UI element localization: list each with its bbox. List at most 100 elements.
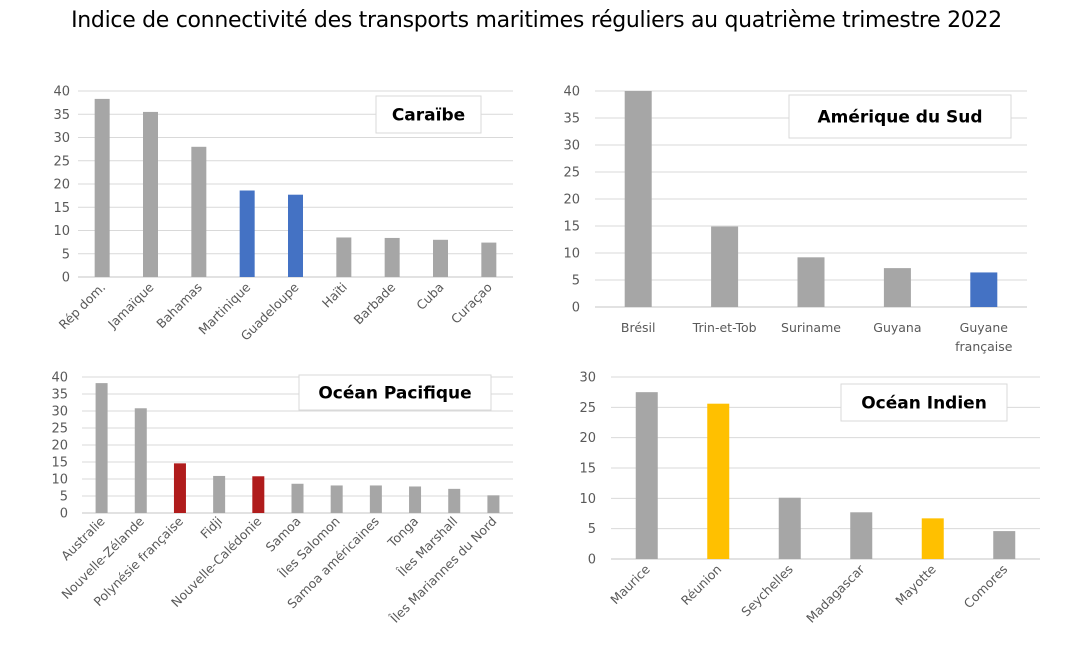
y-tick-label: 0 bbox=[572, 301, 580, 316]
bar-nouvelle-z-lande bbox=[134, 408, 147, 513]
bar-barbade bbox=[384, 237, 400, 277]
y-tick-label: 15 bbox=[51, 456, 68, 471]
x-tick-label: Jamaïque bbox=[104, 279, 157, 332]
x-tick-label: Suriname bbox=[781, 320, 841, 335]
y-tick-label: 5 bbox=[572, 274, 580, 289]
bar-r-union bbox=[707, 403, 730, 559]
x-tick-label: Barbade bbox=[350, 279, 398, 327]
bar-seychelles bbox=[778, 497, 801, 559]
x-tick-label-line: Guyana bbox=[873, 320, 921, 335]
y-tick-label: 5 bbox=[60, 490, 68, 505]
chart-title: Amérique du Sud bbox=[817, 108, 982, 128]
x-tick-label: Trin-et-Tob bbox=[692, 320, 757, 335]
bar-suriname bbox=[797, 257, 825, 307]
bar-samoa bbox=[291, 483, 304, 513]
y-tick-label: 20 bbox=[51, 439, 68, 454]
bar-australie bbox=[95, 383, 108, 513]
bar--les-salomon bbox=[330, 485, 343, 513]
chart-title: Océan Pacifique bbox=[318, 384, 471, 404]
bar-ha-ti bbox=[336, 237, 352, 277]
y-tick-label: 35 bbox=[51, 388, 68, 403]
title-box-frame bbox=[788, 94, 1012, 139]
chart-title-box: Amérique du Sud bbox=[788, 94, 1012, 139]
y-tick-label: 10 bbox=[563, 247, 580, 262]
y-tick-label: 20 bbox=[579, 431, 596, 446]
chart-title: Océan Indien bbox=[861, 394, 987, 414]
chart-title: Caraïbe bbox=[392, 106, 465, 126]
y-tick-label: 25 bbox=[51, 422, 68, 437]
y-tick-label: 0 bbox=[60, 507, 68, 522]
bar-polyn-sie-fran-aise bbox=[173, 463, 186, 513]
y-tick-label: 0 bbox=[588, 553, 596, 568]
x-tick-label: Curaçao bbox=[448, 280, 495, 327]
bar-maurice bbox=[635, 392, 658, 559]
bar--les-mariannes-du-nord bbox=[487, 495, 500, 513]
bar-cura-ao bbox=[481, 242, 497, 277]
x-tick-label: Guyane française bbox=[955, 320, 1013, 354]
bar-martinique bbox=[239, 190, 255, 277]
y-tick-label: 30 bbox=[51, 405, 68, 420]
x-tick-label-line: Trin-et-Tob bbox=[692, 320, 757, 335]
bar-trin-et-tob bbox=[711, 226, 739, 307]
y-tick-label: 25 bbox=[579, 401, 596, 416]
bar-comores bbox=[993, 531, 1016, 559]
y-tick-label: 20 bbox=[563, 193, 580, 208]
y-tick-label: 35 bbox=[53, 108, 70, 123]
bar-madagascar bbox=[850, 512, 873, 559]
bar-nouvelle-cal-donie bbox=[252, 476, 265, 513]
x-tick-label: Fidji bbox=[197, 514, 225, 542]
bar--les-marshall bbox=[448, 488, 461, 513]
chart-panel-4: 0 5 10 15 20 25 30 Océan Indien Maurice Réunion Se… bbox=[579, 371, 1040, 626]
y-tick-label: 15 bbox=[563, 220, 580, 235]
x-tick-label: Haïti bbox=[319, 280, 350, 311]
y-tick-label: 40 bbox=[563, 85, 580, 100]
bar-br-sil bbox=[624, 91, 652, 307]
y-tick-label: 35 bbox=[563, 112, 580, 127]
y-tick-label: 40 bbox=[53, 85, 70, 100]
x-tick-label: Cuba bbox=[413, 280, 446, 313]
bar-mayotte bbox=[921, 518, 944, 559]
x-tick-label: Bahamas bbox=[153, 280, 205, 332]
bar-samoa-am-ricaines bbox=[369, 485, 382, 513]
x-tick-label: Réunion bbox=[678, 562, 724, 608]
y-tick-label: 5 bbox=[588, 522, 596, 537]
bar-guyane-fran-aise bbox=[970, 272, 998, 307]
y-tick-label: 25 bbox=[563, 166, 580, 181]
bar-guadeloupe bbox=[288, 194, 303, 277]
title-box-frame bbox=[375, 95, 482, 134]
y-tick-label: 40 bbox=[51, 371, 68, 386]
y-tick-label: 10 bbox=[579, 492, 596, 507]
chart-panel-2: 0 5 10 15 20 25 30 35 40 Amérique du Sud Brésil Tri… bbox=[563, 85, 1027, 354]
title-box-frame bbox=[298, 374, 492, 411]
bar-fidji bbox=[213, 475, 226, 513]
x-tick-label: Madagascar bbox=[803, 561, 868, 626]
x-tick-label: Mayotte bbox=[892, 561, 939, 608]
y-tick-label: 30 bbox=[53, 131, 70, 146]
x-tick-label: Comores bbox=[961, 562, 1011, 612]
x-tick-label: Tonga bbox=[384, 514, 421, 551]
bar-tonga bbox=[409, 486, 422, 513]
x-tick-label-line: Suriname bbox=[781, 320, 841, 335]
chart-title-box: Océan Pacifique bbox=[298, 374, 492, 411]
x-tick-label: Seychelles bbox=[738, 562, 796, 620]
y-tick-label: 25 bbox=[53, 154, 70, 169]
y-tick-label: 20 bbox=[53, 178, 70, 193]
x-tick-label-line: Brésil bbox=[621, 320, 656, 335]
bar-r-p-dom- bbox=[94, 98, 110, 277]
chart-title-box: Océan Indien bbox=[840, 383, 1008, 422]
title-box-frame bbox=[840, 383, 1008, 422]
y-tick-label: 15 bbox=[53, 201, 70, 216]
y-tick-label: 30 bbox=[563, 139, 580, 154]
x-tick-label: Rép dom. bbox=[56, 280, 109, 333]
bar-jama-que bbox=[143, 111, 158, 277]
x-tick-label: Maurice bbox=[607, 561, 653, 607]
x-tick-label: Guyana bbox=[873, 320, 921, 335]
bar-cuba bbox=[433, 239, 448, 277]
bar-bahamas bbox=[191, 146, 207, 277]
y-tick-label: 5 bbox=[62, 247, 70, 262]
y-tick-label: 10 bbox=[53, 224, 70, 239]
y-tick-label: 15 bbox=[579, 462, 596, 477]
x-tick-label-line: française bbox=[955, 339, 1013, 354]
y-tick-label: 0 bbox=[62, 271, 70, 286]
